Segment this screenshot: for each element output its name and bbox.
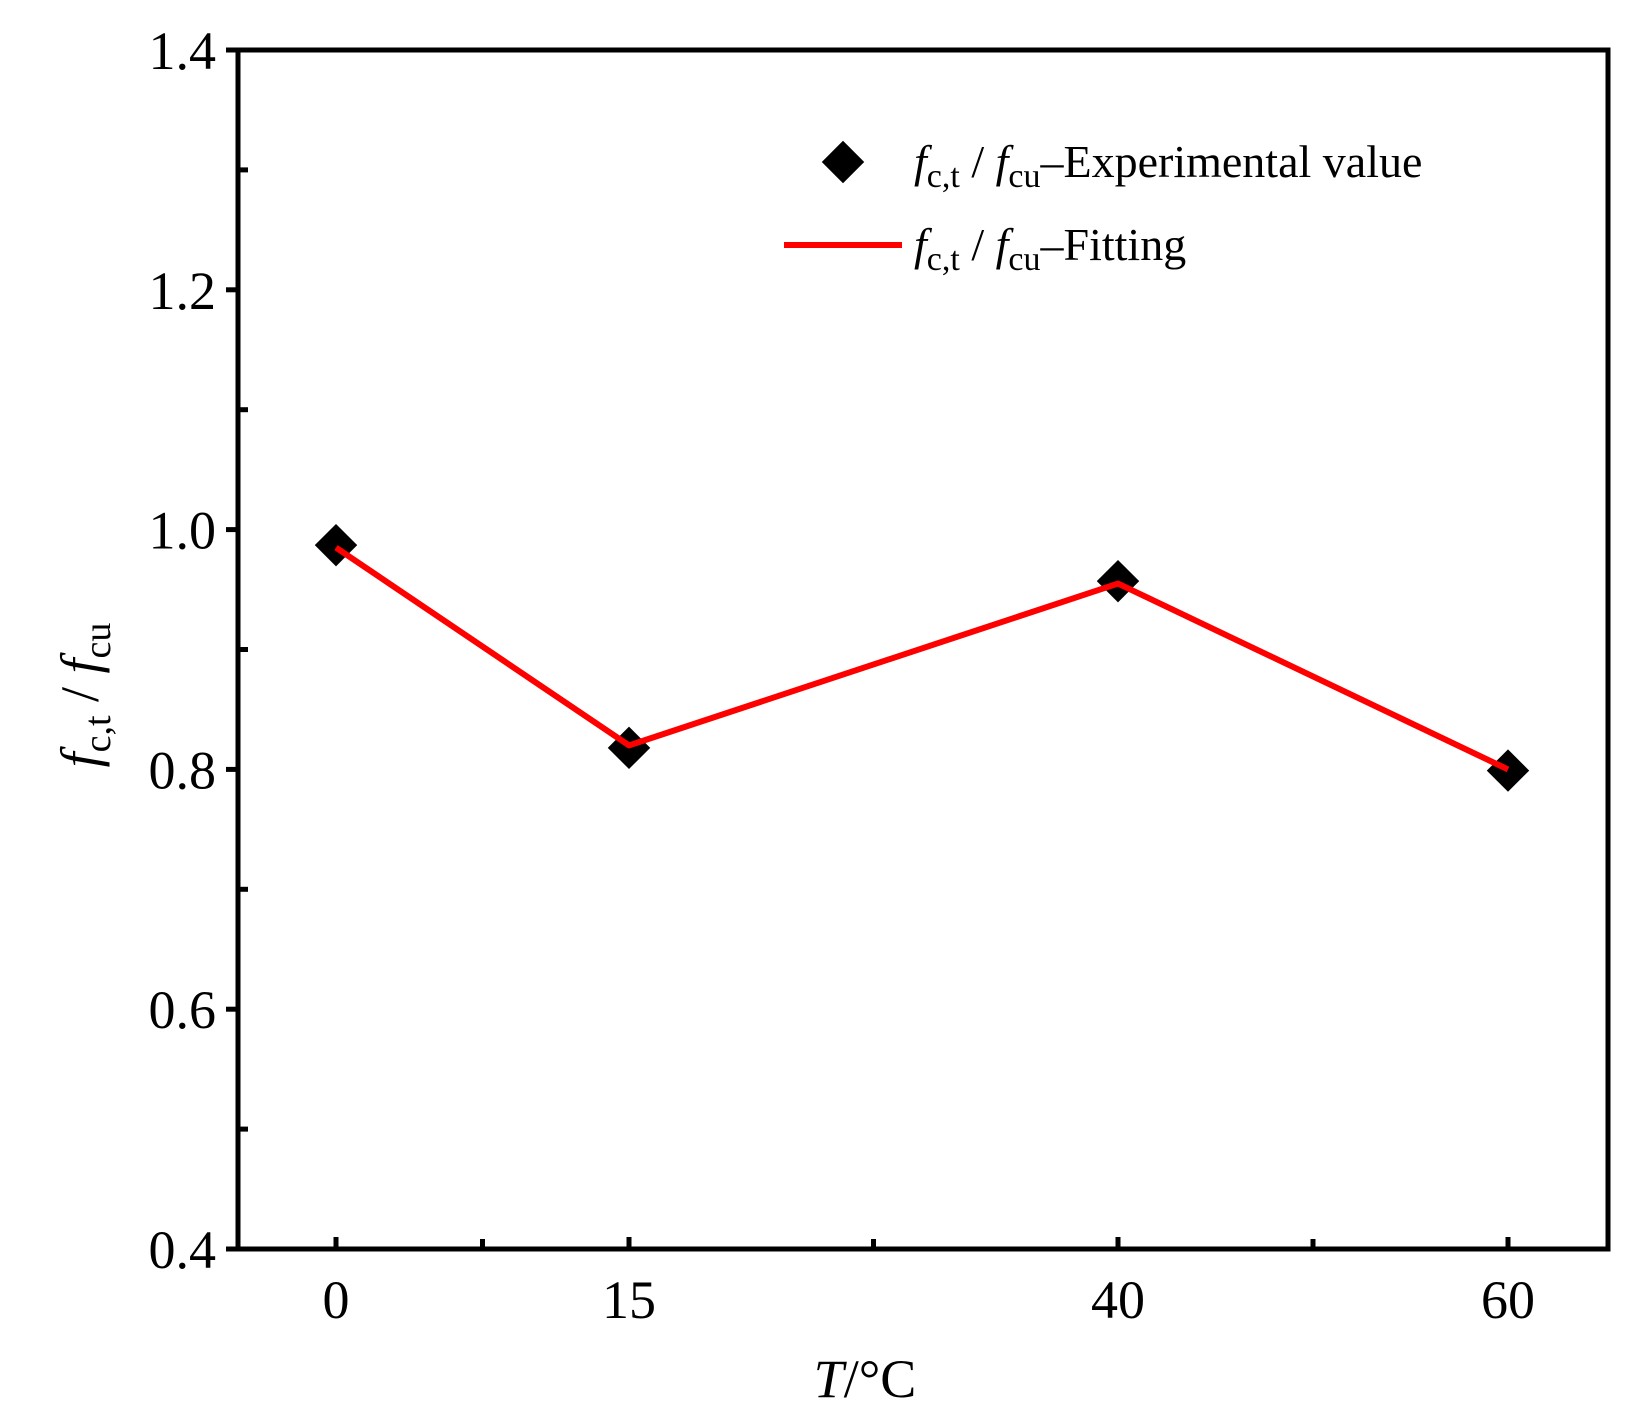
x-tick-label: 40 [1091, 1270, 1145, 1330]
legend-marker-diamond [821, 140, 865, 184]
x-tick-label: 0 [323, 1270, 350, 1330]
legend-label-fitting: fc,t / fcu–Fitting [914, 219, 1186, 278]
y-axis-title-sub1: c,t [77, 715, 119, 752]
experimental-point [1486, 749, 1530, 792]
x-tick-label: 15 [602, 1270, 656, 1330]
plot-area-frame [235, 47, 1611, 1252]
y-tick-label: 1.2 [149, 261, 217, 321]
y-axis-title: fc,t / fcu [50, 623, 119, 768]
y-tick-label: 0.8 [149, 740, 217, 800]
x-axis-title: T/°C [814, 1349, 917, 1409]
legend: fc,t / fcu–Experimental value fc,t / fcu… [784, 136, 1422, 278]
y-tick-label: 0.6 [149, 980, 217, 1040]
x-tick-label: 60 [1481, 1270, 1535, 1330]
ticks-layer [226, 47, 1511, 1252]
y-tick-label: 1.0 [149, 501, 217, 561]
tick-labels-layer: 0.4 0.6 0.8 1.0 1.2 1.4 0 15 40 60 [149, 21, 1536, 1330]
y-axis-title-sub2: cu [77, 623, 119, 659]
x-axis-title-var: T [814, 1349, 848, 1409]
fitting-line [334, 545, 1510, 773]
x-axis-title-unit: /°C [844, 1349, 917, 1409]
legend-label-experimental: fc,t / fcu–Experimental value [914, 136, 1422, 195]
y-tick-label: 1.4 [149, 21, 217, 81]
y-axis-title-slash: / [50, 673, 110, 715]
data-points-layer [314, 523, 1530, 792]
y-tick-label: 0.4 [149, 1220, 217, 1280]
